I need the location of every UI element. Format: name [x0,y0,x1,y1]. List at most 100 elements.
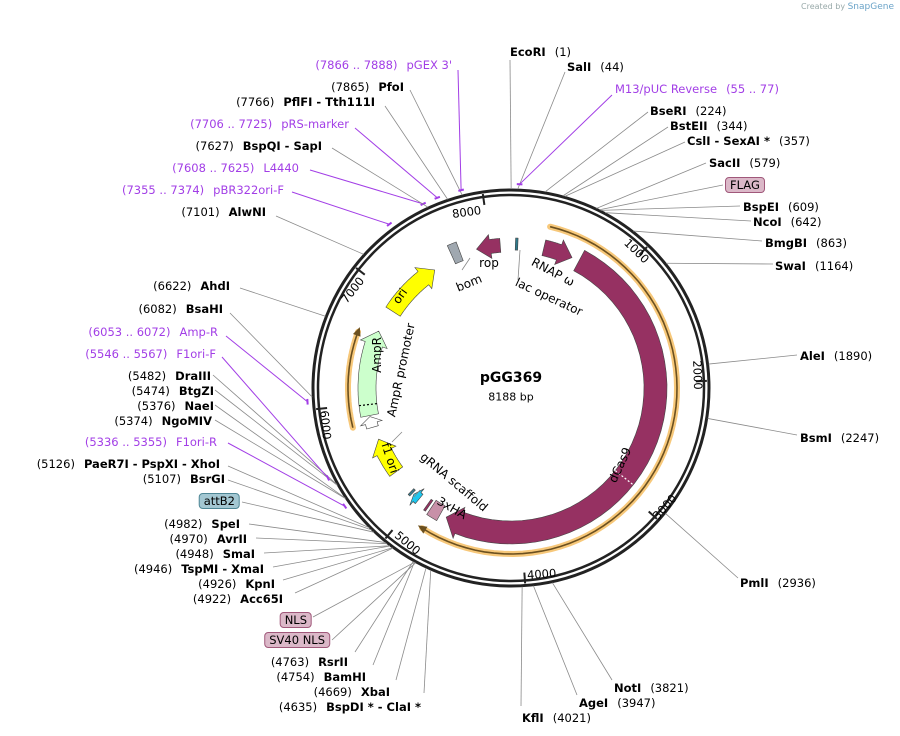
restriction-site-label[interactable]: PmlI (2936) [740,576,816,590]
restriction-site-label[interactable]: (7101) AlwNI [181,205,266,219]
restriction-site-label[interactable]: (6082) BsaHI [138,302,223,316]
feature-tag[interactable]: FLAG [725,177,765,193]
annotation-position: (6622) [153,279,192,293]
restriction-site-label[interactable]: (6622) AhdI [153,279,230,293]
restriction-site-label[interactable]: BstEII (344) [670,119,747,133]
annotation-position: (6082) [138,302,177,316]
restriction-site-label[interactable]: (5474) BtgZI [132,384,214,398]
feature-tag[interactable]: SV40 NLS [264,632,330,648]
primer-binding-mark [386,221,393,227]
annotation-name: pGEX 3' [406,58,453,72]
annotation-name: AgeI [579,696,609,710]
restriction-site-label[interactable]: (5376) NaeI [137,399,214,413]
feature-nls [423,498,434,512]
leader-line [395,567,427,681]
primer-label[interactable]: (5336 .. 5355) F1ori-R [85,435,217,449]
restriction-site-label[interactable]: BseRI (224) [650,104,726,118]
annotation-name: EcoRI [510,45,546,59]
feature-tag[interactable]: attB2 [198,493,240,509]
restriction-site-label[interactable]: AleI (1890) [800,349,872,363]
tick-mark [355,267,366,276]
restriction-site-label[interactable]: (7766) PflFI - Tth111I [236,95,375,109]
leader-line [239,287,326,317]
restriction-site-label[interactable]: BmgBI (863) [765,236,847,250]
restriction-site-label[interactable]: (4922) Acc65I [193,592,283,606]
annotation-name: TspMI - XmaI [181,562,264,576]
restriction-site-label[interactable]: (4669) XbaI [314,685,390,699]
restriction-site-label[interactable]: (5482) DraIII [128,369,211,383]
restriction-site-label[interactable]: KflI (4021) [522,711,591,725]
leader-line [255,537,388,545]
primer-binding-mark [325,474,331,481]
restriction-site-label[interactable]: (4948) SmaI [175,547,255,561]
annotation-position: (642) [790,215,822,229]
leader-line [294,547,394,594]
restriction-site-label[interactable]: SacII (579) [709,156,780,170]
tick-label: 6000 [317,409,335,441]
restriction-site-label[interactable]: (4754) BamHI [276,670,366,684]
primer-label[interactable]: (7355 .. 7374) pBR322ori-F [122,183,284,197]
restriction-site-label[interactable]: (7627) BspQI - SapI [196,139,322,153]
leader-line [562,126,669,197]
leader-line [212,374,338,485]
feature-tag[interactable]: NLS [279,612,312,628]
orf-arrowhead [352,327,361,337]
annotation-position: (4926) [198,577,237,591]
annotation-position: (7355 .. 7374) [122,183,205,197]
annotation-name: BsmI [800,431,832,445]
primer-label[interactable]: (5546 .. 5567) F1ori-F [85,347,216,361]
annotation-name: SacII [709,156,741,170]
leader-line [354,127,438,199]
annotation-position: (5546 .. 5567) [85,347,168,361]
tick-mark [481,193,486,206]
restriction-site-label[interactable]: (4763) RsrII [271,655,348,669]
primer-label[interactable]: (7706 .. 7725) pRS-marker [190,117,349,131]
restriction-site-label[interactable]: SwaI (1164) [775,259,853,273]
primer-label[interactable]: M13/pUC Reverse (55 .. 77) [615,82,779,96]
restriction-site-label[interactable]: (4946) TspMI - XmaI [134,562,264,576]
primer-label[interactable]: (6053 .. 6072) Amp-R [88,325,218,339]
restriction-site-label[interactable]: (4970) AvrII [170,532,247,546]
restriction-site-label[interactable]: CslI - SexAI * (357) [687,134,810,148]
annotation-name: F1ori-R [175,435,217,449]
annotation-position: (1) [554,45,572,59]
leader-line [666,262,774,265]
restriction-site-label[interactable]: (4635) BspDI * - ClaI * [279,700,421,714]
restriction-site-label[interactable]: (4926) KpnI [198,577,275,591]
annotation-name: NLS [279,612,312,628]
restriction-site-label[interactable]: NotI (3821) [614,681,689,695]
annotation-name: attB2 [198,493,240,509]
annotation-name: NotI [614,681,642,695]
leader-line [600,205,741,211]
restriction-site-label[interactable]: (5374) NgoMIV [114,414,212,428]
annotation-position: (7608 .. 7625) [172,161,255,175]
primer-label[interactable]: (7608 .. 7625) L4440 [172,161,299,175]
leader-line [605,212,752,222]
annotation-name: BstEII [670,119,708,133]
annotation-position: (3821) [650,681,689,695]
restriction-site-label[interactable]: BspEI (609) [743,200,819,214]
annotation-position: (357) [778,134,810,148]
restriction-site-label[interactable]: (5126) PaeR7I - PspXI - XhoI [37,457,220,471]
primer-label[interactable]: (7866 .. 7888) pGEX 3' [315,58,452,72]
annotation-name: PaeR7I - PspXI - XhoI [83,457,220,471]
feature-ampr [357,330,388,418]
annotation-name: NgoMIV [161,414,212,428]
restriction-site-label[interactable]: (5107) BsrGI [143,472,225,486]
feature-rnap- [541,239,573,266]
feature-bom [446,241,464,265]
annotation-name: BtgZI [178,384,214,398]
restriction-site-label[interactable]: NcoI (642) [753,215,822,229]
restriction-site-label[interactable]: BsmI (2247) [800,431,879,445]
feature-f1-ori [372,438,404,477]
restriction-site-label[interactable]: AgeI (3947) [579,696,655,710]
restriction-site-label[interactable]: (7865) PfoI [331,80,404,94]
feature-leader-line [517,249,521,281]
leader-line [423,570,432,694]
restriction-site-label[interactable]: SalI (44) [567,60,624,74]
annotation-name: AleI [800,349,825,363]
annotation-name: CslI - SexAI * [687,134,770,148]
restriction-site-label[interactable]: EcoRI (1) [510,45,571,59]
restriction-site-label[interactable]: (4982) SpeI [164,517,240,531]
annotation-name: PfoI [378,80,404,94]
